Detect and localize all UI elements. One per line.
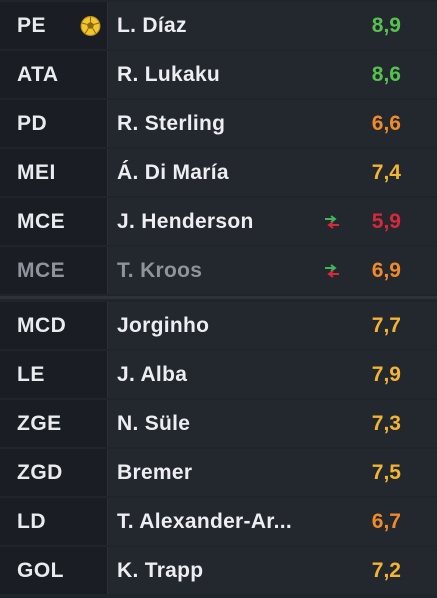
substitution-icon	[325, 263, 339, 278]
player-position: ZGD	[17, 460, 63, 484]
section-divider	[0, 296, 437, 299]
player-row[interactable]: PE L. Díaz 8,9	[0, 2, 437, 49]
position-cell: ATA	[0, 51, 108, 98]
player-name: N. Süle	[117, 411, 191, 435]
player-rating: 7,5	[371, 460, 401, 484]
player-row[interactable]: MEI Á. Di María 7,4	[0, 149, 437, 196]
name-cell: N. Süle 7,3	[108, 400, 437, 447]
player-position: LE	[17, 362, 45, 386]
player-name: Á. Di María	[117, 160, 229, 184]
player-name: R. Sterling	[117, 111, 226, 135]
player-row[interactable]: LD T. Alexander-Ar... 6,7	[0, 498, 437, 545]
player-rating: 5,9	[371, 209, 401, 233]
player-position: MCE	[17, 258, 66, 282]
name-cell: J. Alba 7,9	[108, 351, 437, 398]
player-row[interactable]: ATA R. Lukaku 8,6	[0, 51, 437, 98]
player-row[interactable]: LE J. Alba 7,9	[0, 351, 437, 398]
player-position: LD	[17, 509, 46, 533]
player-rating: 7,2	[371, 558, 401, 582]
player-row[interactable]: MCE J. Henderson 5,9	[0, 198, 437, 245]
player-name: T. Kroos	[117, 258, 203, 282]
player-position: MEI	[17, 160, 56, 184]
substitution-icon	[325, 214, 339, 229]
player-name: R. Lukaku	[117, 62, 221, 86]
position-cell: MCE	[0, 247, 108, 294]
player-name: L. Díaz	[117, 13, 187, 37]
player-rating: 6,9	[371, 258, 401, 282]
name-cell: K. Trapp 7,2	[108, 547, 437, 594]
position-cell: LE	[0, 351, 108, 398]
player-rating: 7,7	[371, 313, 401, 337]
position-cell: MCE	[0, 198, 108, 245]
player-rating: 8,6	[371, 62, 401, 86]
player-rating: 8,9	[371, 13, 401, 37]
player-row[interactable]: MCE T. Kroos 6,9	[0, 247, 437, 294]
name-cell: R. Lukaku 8,6	[108, 51, 437, 98]
position-cell: MEI	[0, 149, 108, 196]
player-name: Jorginho	[117, 313, 210, 337]
position-cell: PD	[0, 100, 108, 147]
player-rating: 6,6	[371, 111, 401, 135]
name-cell: Jorginho 7,7	[108, 302, 437, 349]
name-cell: Á. Di María 7,4	[108, 149, 437, 196]
name-cell: T. Alexander-Ar... 6,7	[108, 498, 437, 545]
player-position: MCE	[17, 209, 66, 233]
player-row[interactable]: ZGE N. Süle 7,3	[0, 400, 437, 447]
player-row[interactable]: GOL K. Trapp 7,2	[0, 547, 437, 594]
position-cell: ZGD	[0, 449, 108, 496]
name-cell: T. Kroos 6,9	[108, 247, 437, 294]
player-position: PD	[17, 111, 48, 135]
player-row[interactable]: MCD Jorginho 7,7	[0, 302, 437, 349]
player-name: J. Henderson	[117, 209, 254, 233]
player-name: Bremer	[117, 460, 193, 484]
goal-ball-icon	[80, 15, 101, 36]
player-rating: 7,4	[371, 160, 401, 184]
player-rating: 7,9	[371, 362, 401, 386]
name-cell: R. Sterling 6,6	[108, 100, 437, 147]
player-position: MCD	[17, 313, 67, 337]
player-name: J. Alba	[117, 362, 188, 386]
player-name: T. Alexander-Ar...	[117, 509, 293, 533]
player-row[interactable]: PD R. Sterling 6,6	[0, 100, 437, 147]
name-cell: L. Díaz 8,9	[108, 2, 437, 49]
position-cell: MCD	[0, 302, 108, 349]
name-cell: J. Henderson 5,9	[108, 198, 437, 245]
player-position: ZGE	[17, 411, 62, 435]
player-rating: 6,7	[371, 509, 401, 533]
position-cell: GOL	[0, 547, 108, 594]
player-row[interactable]: ZGD Bremer 7,5	[0, 449, 437, 496]
player-rating: 7,3	[371, 411, 401, 435]
player-name: K. Trapp	[117, 558, 204, 582]
position-cell: PE	[0, 2, 108, 49]
name-cell: Bremer 7,5	[108, 449, 437, 496]
player-position: ATA	[17, 62, 59, 86]
player-position: PE	[17, 13, 47, 37]
position-cell: LD	[0, 498, 108, 545]
player-position: GOL	[17, 558, 64, 582]
position-cell: ZGE	[0, 400, 108, 447]
